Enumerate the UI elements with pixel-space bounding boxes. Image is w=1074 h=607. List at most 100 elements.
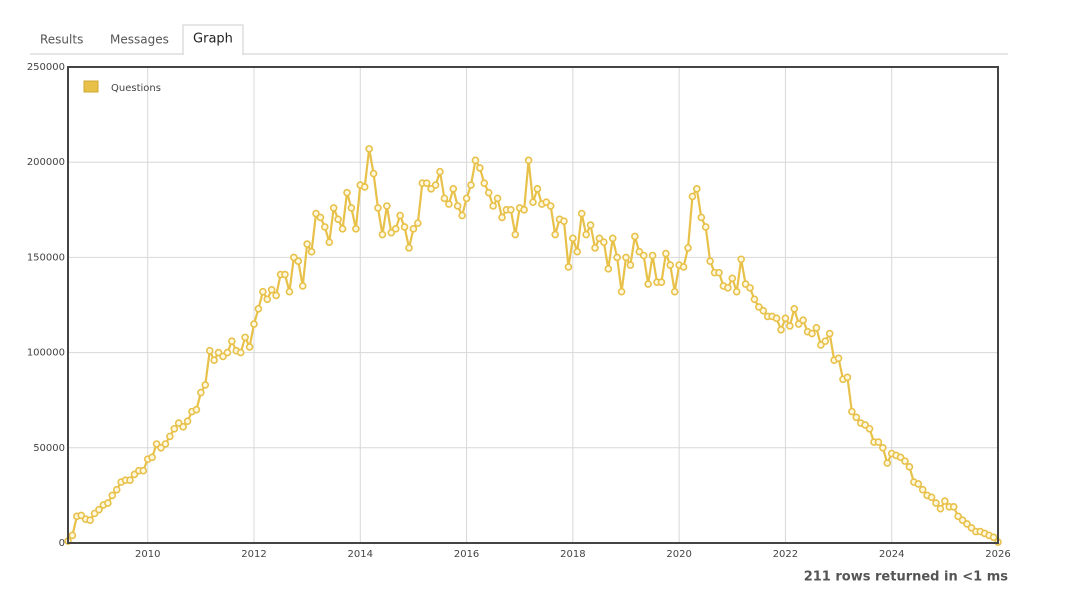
- data-point: [95, 505, 103, 514]
- data-point: [445, 200, 453, 208]
- data-point: [223, 348, 232, 357]
- data-point: [617, 287, 626, 296]
- data-point: [604, 265, 613, 273]
- y-tick-label: 200000: [27, 157, 65, 168]
- tab-bar: Results Messages Graph: [40, 24, 244, 55]
- data-point: [112, 485, 121, 494]
- data-point: [205, 346, 214, 355]
- data-point: [476, 164, 484, 172]
- data-point: [343, 188, 351, 197]
- data-point: [259, 287, 267, 296]
- data-point: [467, 181, 475, 189]
- data-point: [334, 215, 342, 224]
- data-point: [772, 314, 781, 323]
- data-point: [507, 206, 515, 214]
- data-point: [879, 443, 887, 452]
- legend-label: Questions: [111, 83, 161, 94]
- data-point: [732, 287, 741, 296]
- data-point: [383, 202, 391, 210]
- data-point: [932, 499, 940, 507]
- data-point: [927, 493, 936, 502]
- data-point: [400, 223, 409, 231]
- data-point: [564, 263, 573, 271]
- data-point: [197, 388, 205, 397]
- data-point: [267, 285, 276, 294]
- data-point: [263, 295, 272, 304]
- data-point: [848, 407, 856, 416]
- footer-status: 211 rows returned in <1 ms: [804, 570, 1009, 585]
- data-point: [551, 230, 559, 239]
- data-point: [68, 531, 77, 540]
- data-point: [626, 261, 635, 269]
- data-point: [414, 219, 422, 227]
- tab[interactable]: Graph: [193, 32, 233, 47]
- data-point: [949, 503, 958, 511]
- legend-swatch: [83, 80, 99, 93]
- data-point: [440, 194, 449, 203]
- data-point: [874, 438, 883, 446]
- data-point: [644, 280, 652, 288]
- data-point: [582, 230, 590, 239]
- data-point: [298, 282, 307, 290]
- y-tick-label: 0: [59, 538, 65, 549]
- data-point: [834, 354, 843, 363]
- tab[interactable]: Results: [40, 33, 83, 47]
- data-point: [560, 217, 568, 226]
- data-point: [511, 230, 520, 239]
- data-point: [422, 179, 431, 187]
- data-point: [201, 381, 210, 389]
- data-point: [108, 491, 117, 500]
- tab[interactable]: Messages: [110, 33, 169, 47]
- data-point: [586, 221, 595, 229]
- x-tick-label: 2026: [985, 549, 1010, 560]
- data-point: [591, 244, 599, 252]
- y-tick-label: 100000: [27, 348, 65, 359]
- data-point: [524, 156, 533, 165]
- data-point: [631, 232, 639, 241]
- data-point: [338, 225, 347, 233]
- data-point: [737, 255, 745, 264]
- data-point: [777, 325, 785, 334]
- data-point: [170, 424, 179, 433]
- x-tick-label: 2014: [348, 549, 373, 560]
- active-tab-box: [182, 24, 244, 55]
- data-point: [161, 440, 170, 448]
- data-point: [245, 343, 254, 351]
- plot: [64, 145, 1002, 546]
- data-point: [799, 316, 807, 325]
- data-point: [905, 463, 914, 471]
- data-point: [529, 198, 537, 206]
- x-tick-label: 2018: [560, 549, 585, 560]
- data-point: [241, 333, 249, 342]
- data-point: [192, 405, 201, 414]
- data-point: [484, 188, 493, 197]
- data-point: [843, 373, 852, 382]
- data-point: [697, 213, 706, 222]
- data-point: [648, 251, 657, 260]
- data-point: [781, 314, 790, 323]
- data-point: [666, 261, 675, 269]
- data-point: [821, 337, 830, 345]
- data-point: [347, 204, 356, 212]
- data-point: [918, 485, 927, 494]
- data-point: [405, 244, 413, 252]
- data-point: [498, 213, 506, 222]
- data-point: [608, 234, 617, 243]
- data-point: [396, 211, 404, 220]
- data-point: [533, 185, 542, 193]
- x-tick-label: 2024: [879, 549, 904, 560]
- data-point: [808, 329, 816, 338]
- data-point: [688, 192, 697, 201]
- data-point: [715, 268, 723, 277]
- data-point: [409, 225, 418, 233]
- data-point: [378, 230, 387, 239]
- data-point: [179, 423, 187, 431]
- y-tick-label: 250000: [27, 62, 65, 73]
- data-point: [294, 257, 303, 266]
- data-point: [639, 251, 648, 260]
- data-point: [228, 337, 236, 345]
- data-point: [360, 183, 369, 191]
- data-point: [724, 284, 732, 292]
- data-point: [941, 497, 949, 505]
